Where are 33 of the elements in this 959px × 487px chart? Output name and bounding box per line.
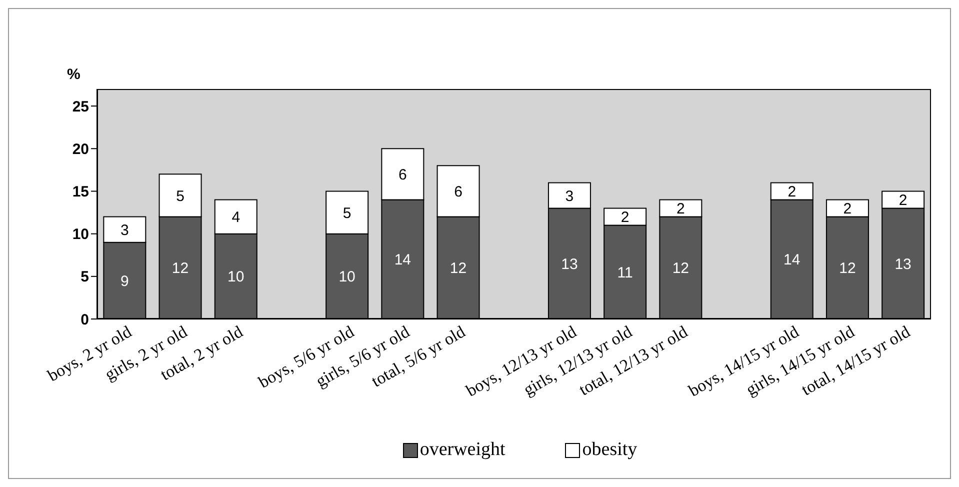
data-label: 5 [176,188,184,205]
data-label: 12 [450,260,467,278]
y-tick-label: 10 [72,226,89,244]
data-label: 3 [565,188,574,205]
legend-label: overweight [418,439,506,461]
data-label: 2 [843,200,852,218]
data-label: 13 [561,256,578,273]
y-tick-label: 15 [72,184,89,201]
data-label: 2 [620,209,630,226]
data-label: 5 [342,204,352,222]
y-tick-label: 0 [80,311,89,328]
data-label: 2 [898,192,908,210]
data-label: 3 [120,222,129,239]
data-label: 2 [676,200,685,218]
data-label: 11 [617,264,633,282]
data-label: 12 [839,260,856,278]
data-label: 2 [788,184,796,201]
data-label: 12 [672,260,690,278]
data-label: 10 [228,268,244,286]
legend-label: obesity [581,439,638,461]
data-label: 9 [120,272,129,290]
data-label: 12 [172,260,189,278]
y-tick-label: 5 [80,268,89,286]
data-label: 10 [338,268,356,286]
y-tick-label: 25 [72,98,89,116]
data-label: 6 [398,166,407,184]
data-label: 13 [894,256,912,273]
y-axis-title: % [67,66,80,83]
data-label: 14 [784,252,800,269]
data-label: 4 [232,209,240,226]
data-label: 14 [394,252,412,269]
y-tick-label: 20 [72,140,89,158]
data-label: 6 [454,184,462,201]
